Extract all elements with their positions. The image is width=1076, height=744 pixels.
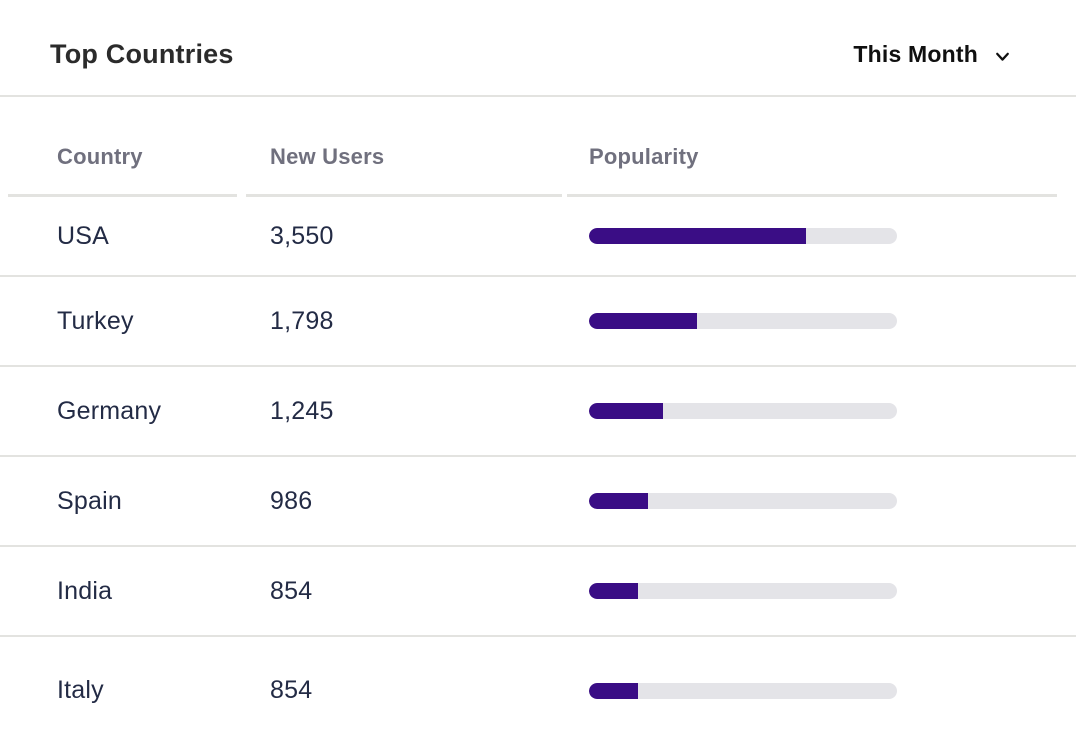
popularity-bar-track bbox=[589, 403, 897, 419]
country-label: Germany bbox=[57, 396, 162, 425]
table-body: USA 3,550 Turkey 1,798 Germany 1,245 bbox=[0, 197, 1076, 744]
new-users-value: 3,550 bbox=[270, 221, 334, 250]
country-cell: USA bbox=[0, 222, 246, 251]
country-label: USA bbox=[57, 221, 110, 250]
chevron-down-icon bbox=[992, 46, 1013, 67]
widget-header: Top Countries This Month bbox=[0, 0, 1076, 97]
popularity-bar-track bbox=[589, 228, 897, 244]
popularity-bar-fill bbox=[589, 583, 639, 599]
table-row: USA 3,550 bbox=[0, 197, 1076, 277]
new-users-cell: 986 bbox=[246, 487, 567, 516]
country-cell: Spain bbox=[0, 487, 246, 516]
popularity-cell bbox=[567, 228, 1076, 244]
new-users-value: 1,798 bbox=[270, 306, 334, 335]
country-cell: Germany bbox=[0, 397, 246, 426]
new-users-cell: 1,798 bbox=[246, 307, 567, 336]
country-cell: Turkey bbox=[0, 307, 246, 336]
table-row: Germany 1,245 bbox=[0, 367, 1076, 457]
country-label: Spain bbox=[57, 486, 122, 515]
popularity-bar-track bbox=[589, 583, 897, 599]
new-users-cell: 1,245 bbox=[246, 397, 567, 426]
popularity-bar-fill bbox=[589, 403, 663, 419]
popularity-bar-track bbox=[589, 313, 897, 329]
table-row: Spain 986 bbox=[0, 457, 1076, 547]
new-users-value: 854 bbox=[270, 576, 313, 605]
new-users-cell: 854 bbox=[246, 577, 567, 606]
column-header-popularity: Popularity bbox=[567, 97, 1057, 197]
popularity-cell bbox=[567, 403, 1076, 419]
popularity-bar-fill bbox=[589, 313, 697, 329]
new-users-value: 854 bbox=[270, 676, 313, 704]
period-dropdown[interactable]: This Month bbox=[853, 41, 1013, 68]
period-dropdown-label: This Month bbox=[853, 41, 978, 67]
column-header-country: Country bbox=[8, 97, 237, 197]
new-users-value: 1,245 bbox=[270, 396, 334, 425]
country-label: Turkey bbox=[57, 306, 134, 335]
table-row: India 854 bbox=[0, 547, 1076, 637]
table-column-header-row: Country New Users Popularity bbox=[0, 97, 1076, 197]
new-users-cell: 854 bbox=[246, 676, 567, 705]
new-users-cell: 3,550 bbox=[246, 222, 567, 251]
popularity-cell bbox=[567, 682, 1076, 699]
popularity-cell bbox=[567, 493, 1076, 509]
table-row: Italy 854 bbox=[0, 637, 1076, 744]
page-title: Top Countries bbox=[50, 39, 234, 69]
popularity-bar-track bbox=[589, 493, 897, 509]
country-label: India bbox=[57, 576, 113, 605]
popularity-cell bbox=[567, 313, 1076, 329]
table-row: Turkey 1,798 bbox=[0, 277, 1076, 367]
popularity-bar-track bbox=[589, 682, 897, 699]
new-users-value: 986 bbox=[270, 486, 313, 515]
popularity-cell bbox=[567, 583, 1076, 599]
popularity-bar-fill bbox=[589, 493, 648, 509]
popularity-bar-fill bbox=[589, 228, 807, 244]
country-cell: India bbox=[0, 577, 246, 606]
popularity-bar-fill bbox=[589, 682, 639, 699]
country-label: Italy bbox=[57, 676, 104, 704]
column-header-new-users: New Users bbox=[246, 97, 562, 197]
country-cell: Italy bbox=[0, 676, 246, 705]
